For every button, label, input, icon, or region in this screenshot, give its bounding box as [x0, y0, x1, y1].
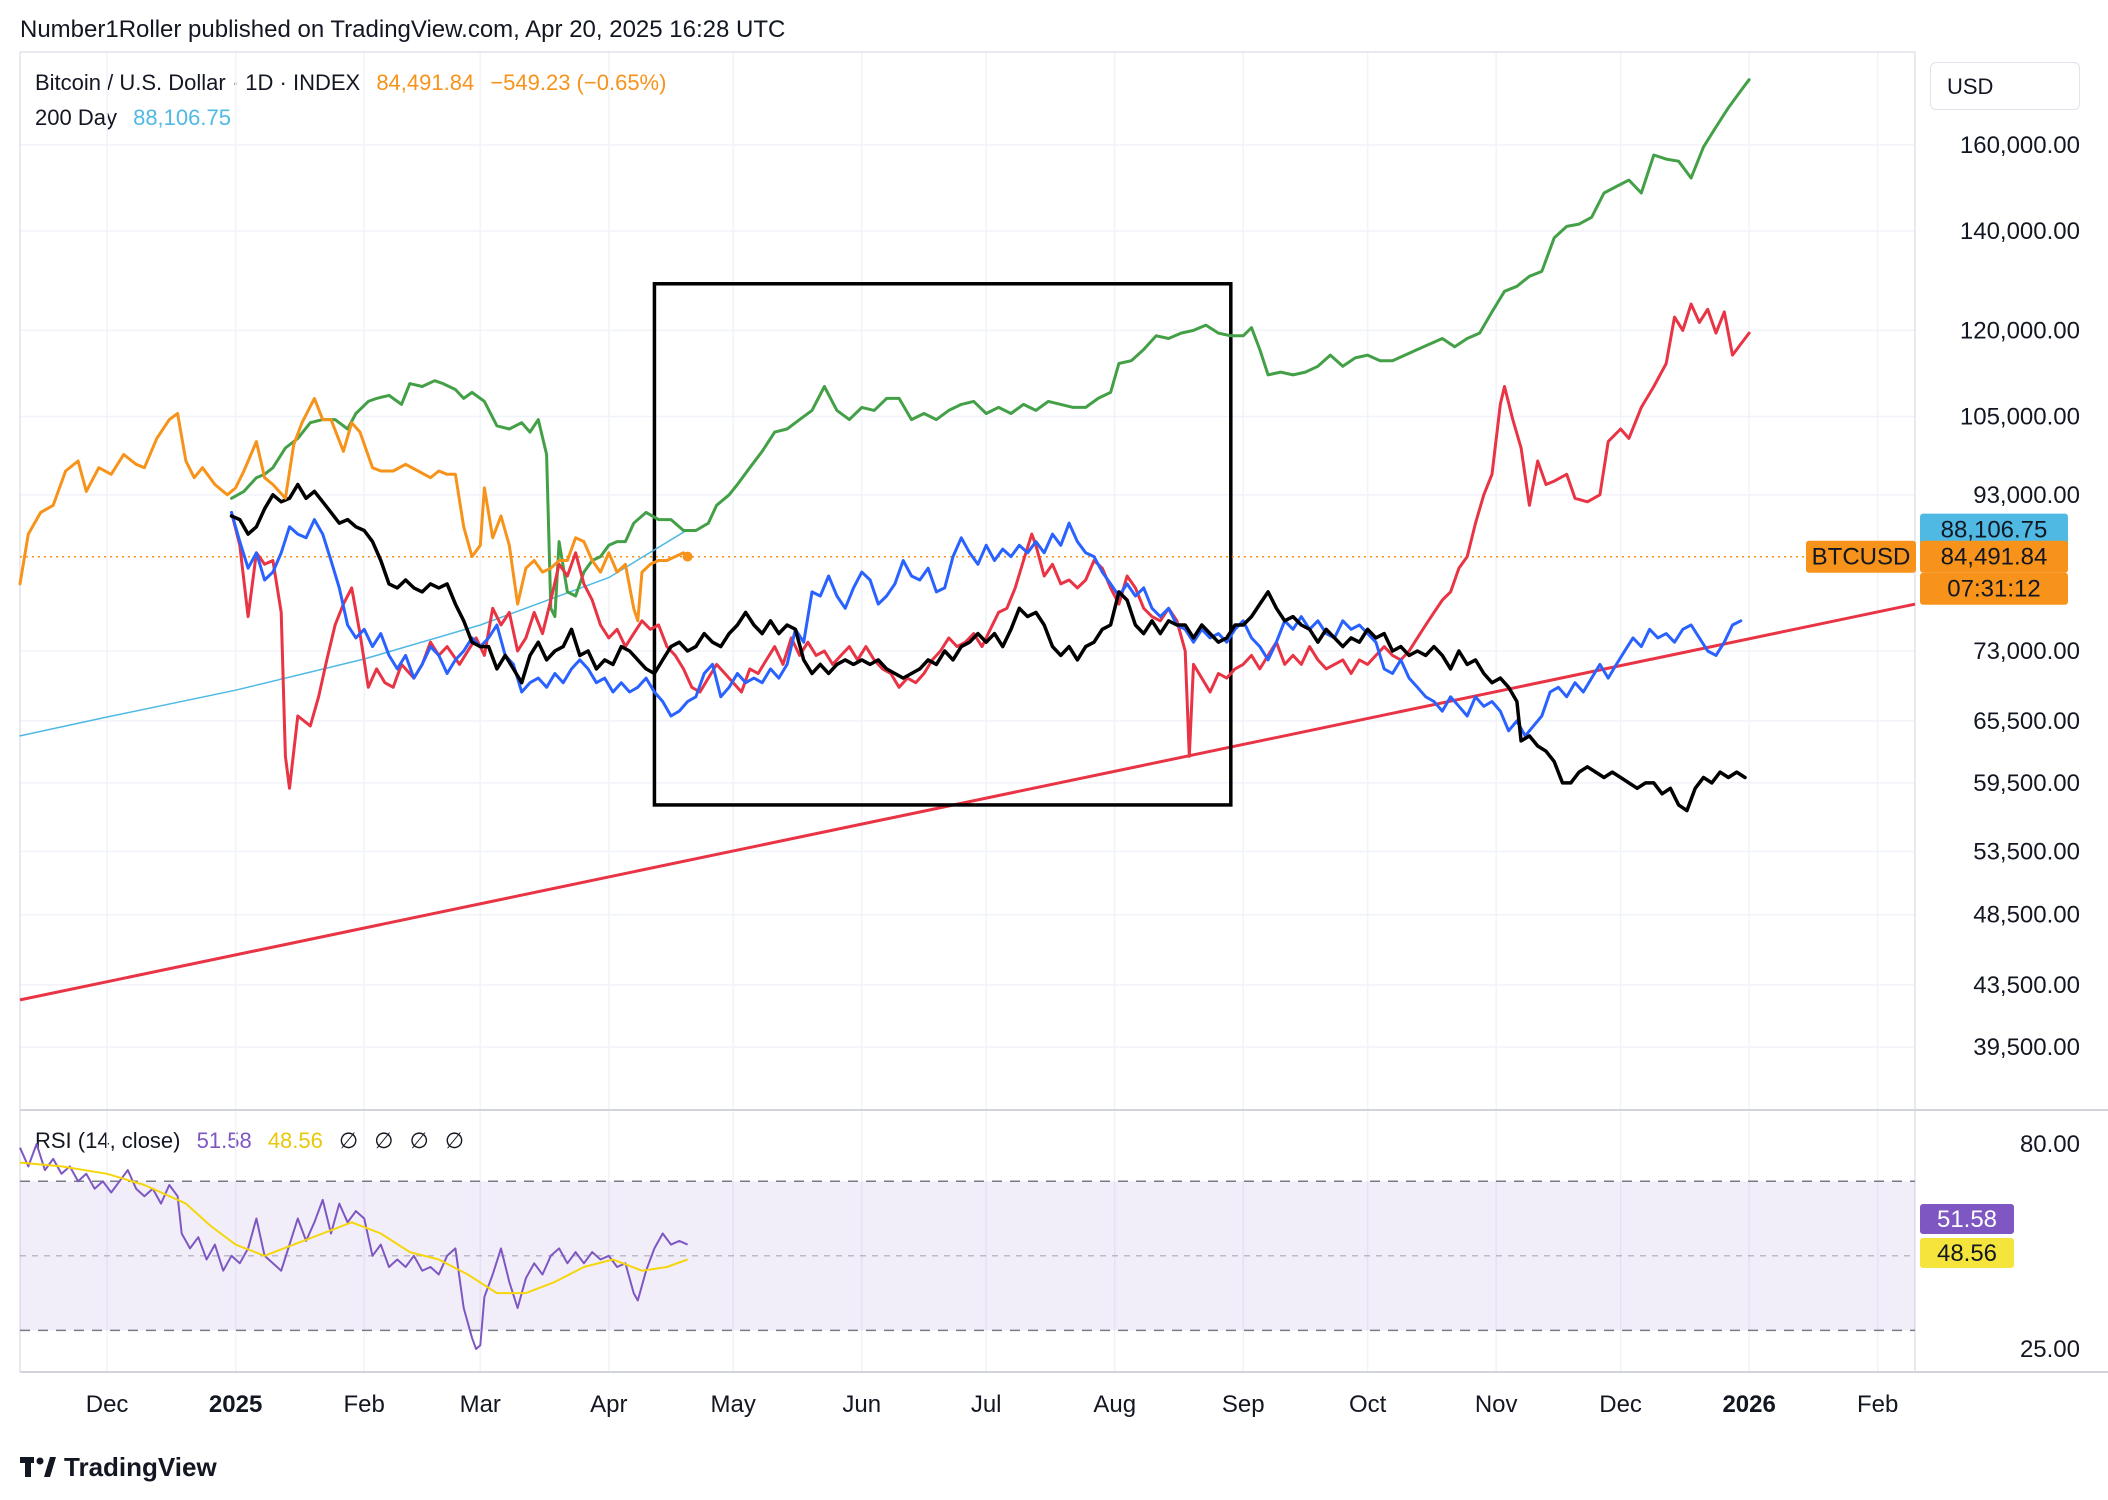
- highlight-box: [652, 282, 1233, 807]
- ma-price-tag-bg: [1920, 513, 2068, 546]
- tradingview-logo-icon: [20, 1456, 56, 1477]
- x-tick-label: Dec: [86, 1391, 129, 1418]
- red-series-line: [230, 302, 1751, 790]
- rsi-tick-label: 25.00: [2020, 1336, 2080, 1363]
- blue-series-line: [230, 510, 1743, 738]
- main-legend-row2: 200 Day 88,106.75: [35, 105, 241, 131]
- countdown-tag: 07:31:12: [1947, 576, 2040, 603]
- rsi-value: 51.58: [196, 1128, 252, 1153]
- x-tick-label: Dec: [1599, 1391, 1642, 1418]
- tradingview-footer[interactable]: TradingView: [20, 1452, 217, 1483]
- last-price: 84,491.84: [376, 70, 475, 95]
- y-tick-label: 43,500.00: [1973, 972, 2080, 999]
- rsi-empty-3: ∅: [409, 1128, 429, 1153]
- y-tick-label: 53,500.00: [1973, 838, 2080, 865]
- brand-name: TradingView: [64, 1452, 217, 1482]
- y-tick-label: 105,000.00: [1960, 404, 2080, 431]
- y-tick-label: 160,000.00: [1960, 132, 2080, 159]
- rsi-ma-value-tag-bg: [1920, 1238, 2014, 1268]
- x-tick-label: Feb: [343, 1391, 384, 1418]
- x-tick-label: Sep: [1222, 1391, 1265, 1418]
- symbol-tag-bg: [1806, 540, 1916, 573]
- trendline: [19, 602, 1916, 1002]
- x-tick-label: Nov: [1475, 1391, 1518, 1418]
- y-tick-label: 48,500.00: [1973, 902, 2080, 929]
- last-price-tag-bg: [1920, 540, 2068, 573]
- green-series-line: [230, 78, 1751, 619]
- y-tick-label: 73,000.00: [1973, 638, 2080, 665]
- y-tick-label: 59,500.00: [1973, 770, 2080, 797]
- x-tick-label: Feb: [1857, 1391, 1898, 1418]
- y-tick-label: 65,500.00: [1973, 708, 2080, 735]
- rsi-value-tag: 51.58: [1937, 1206, 1997, 1233]
- ma-price-tag: 88,106.75: [1941, 517, 2048, 544]
- rsi-tick-label: 80.00: [2020, 1131, 2080, 1158]
- rsi-line: [19, 1143, 689, 1350]
- rsi_ma-line: [19, 1161, 688, 1295]
- y-tick-label: 120,000.00: [1960, 317, 2080, 344]
- last-price-dot: [682, 551, 693, 562]
- y-tick-label: 140,000.00: [1960, 218, 2080, 245]
- ma-label[interactable]: 200 Day: [35, 105, 117, 130]
- rsi-empty-2: ∅: [374, 1128, 394, 1153]
- last-price-tag: 84,491.84: [1941, 544, 2048, 571]
- y-tick-label: 39,500.00: [1973, 1034, 2080, 1061]
- x-tick-label: 2025: [209, 1391, 262, 1418]
- publisher-header: Number1Roller published on TradingView.c…: [20, 16, 786, 43]
- symbol-tag: BTCUSD: [1812, 544, 1911, 571]
- symbol-title[interactable]: Bitcoin / U.S. Dollar · 1D · INDEX: [35, 70, 361, 95]
- rsi-legend: RSI (14, close) 51.58 48.56 ∅ ∅ ∅ ∅: [35, 1128, 474, 1154]
- main-legend-row1: Bitcoin / U.S. Dollar · 1D · INDEX 84,49…: [35, 70, 676, 96]
- price-change: −549.23 (−0.65%): [490, 70, 667, 95]
- x-tick-label: Oct: [1349, 1391, 1387, 1418]
- countdown-tag-bg: [1920, 572, 2068, 605]
- rsi-value-tag-bg: [1920, 1204, 2014, 1234]
- x-tick-label: 2026: [1722, 1391, 1775, 1418]
- rsi-ma-value: 48.56: [267, 1128, 323, 1153]
- x-tick-label: Apr: [590, 1391, 627, 1418]
- rsi-ma-value-tag: 48.56: [1937, 1240, 1997, 1267]
- rsi-empty-4: ∅: [444, 1128, 465, 1153]
- x-tick-label: Jul: [971, 1391, 1002, 1418]
- rsi-empty-1: ∅: [339, 1128, 359, 1153]
- x-tick-label: Aug: [1093, 1391, 1136, 1418]
- currency-button[interactable]: USD: [1930, 62, 2080, 110]
- x-tick-label: Mar: [460, 1391, 501, 1418]
- price-series-line: [18, 396, 690, 623]
- y-tick-label: 93,000.00: [1973, 482, 2080, 509]
- black-series-line: [229, 482, 1747, 813]
- x-tick-label: May: [711, 1391, 756, 1418]
- x-tick-label: Jun: [842, 1391, 881, 1418]
- ma-value: 88,106.75: [133, 105, 231, 130]
